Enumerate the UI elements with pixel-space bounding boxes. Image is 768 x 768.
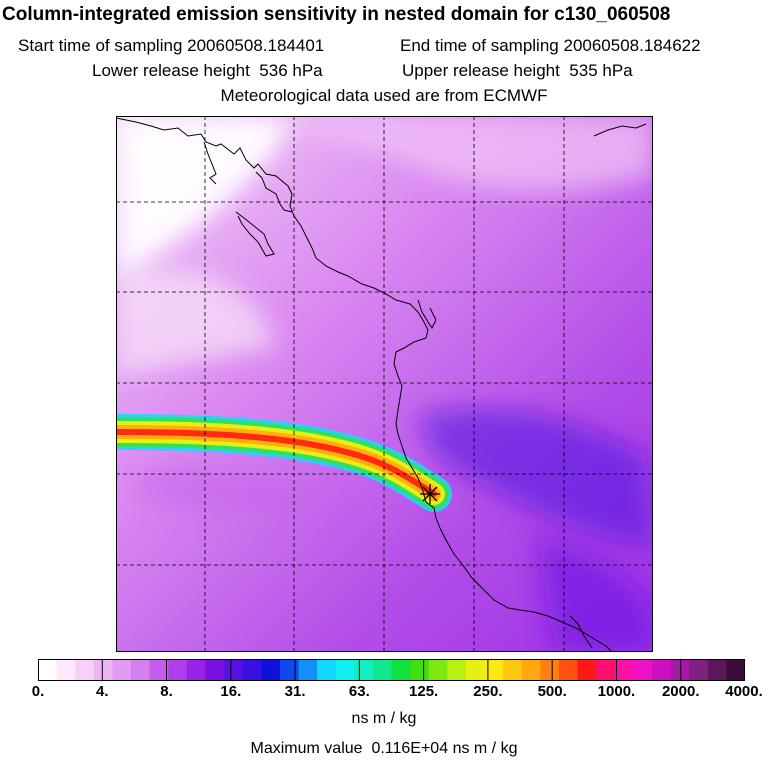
- colorbar-cell: [149, 659, 169, 681]
- colorbar-tick-label: 500.: [537, 683, 567, 700]
- sensitivity-map: [116, 116, 653, 652]
- colorbar-cell: [93, 659, 113, 681]
- colorbar-units: ns m / kg: [351, 710, 417, 727]
- colorbar-tick-label: 63.: [348, 683, 370, 700]
- colorbar-cell: [56, 659, 76, 681]
- graticule: [116, 116, 653, 652]
- colorbar-tick-label: 250.: [473, 683, 503, 700]
- colorbar-cell: [279, 659, 299, 681]
- colorbar-tick-label: 125.: [409, 683, 439, 700]
- colorbar-cell: [614, 659, 634, 681]
- colorbar-cell: [651, 659, 672, 681]
- colorbar-tick-label: 4.: [96, 683, 109, 700]
- plot-title: Column-integrated emission sensitivity i…: [2, 4, 671, 25]
- colorbar-cell: [726, 659, 745, 681]
- coastline: [116, 117, 647, 652]
- colorbar-cell: [391, 659, 411, 681]
- colorbar-cell: [186, 659, 206, 681]
- colorbar-cell: [112, 659, 132, 681]
- met-data-line: Meteorological data used are from ECMWF: [220, 86, 548, 105]
- colorbar-cell: [577, 659, 597, 681]
- colorbar-cell: [521, 659, 541, 681]
- colorbar-tick-label: 31.: [284, 683, 306, 700]
- colorbar: [38, 659, 745, 681]
- colorbar-cell: [261, 659, 281, 681]
- start-time: Start time of sampling 20060508.184401: [18, 36, 325, 55]
- colorbar-cell: [428, 659, 448, 681]
- receptor-marker: [420, 484, 440, 504]
- colorbar-tick-label: 4000.: [725, 683, 763, 700]
- colorbar-cell: [224, 659, 244, 681]
- colorbar-cell: [503, 659, 523, 681]
- colorbar-cell: [484, 659, 504, 681]
- colorbar-cell: [75, 659, 95, 681]
- colorbar-tick-label: 2000.: [661, 683, 700, 700]
- colorbar-cell: [410, 659, 430, 681]
- colorbar-cell: [38, 659, 58, 681]
- colorbar-cell: [131, 659, 151, 681]
- colorbar-cell: [317, 659, 337, 681]
- colorbar-cell: [242, 659, 262, 681]
- colorbar-tick-label: 0.: [31, 683, 45, 700]
- colorbar-cell: [335, 659, 355, 681]
- maximum-value: Maximum value 0.116E+04 ns m / kg: [250, 740, 518, 757]
- colorbar-cell: [465, 659, 486, 681]
- colorbar-cell: [633, 659, 653, 681]
- colorbar-cell: [372, 659, 392, 681]
- lower-release-height: Lower release height 536 hPa: [92, 61, 323, 80]
- emission-plume: [116, 414, 452, 512]
- colorbar-tick-label: 1000.: [597, 683, 636, 700]
- colorbar-cell: [707, 659, 727, 681]
- colorbar-tick-label: 8.: [160, 683, 173, 700]
- colorbar-cell: [168, 659, 188, 681]
- colorbar-cell: [670, 659, 690, 681]
- colorbar-cell: [298, 659, 318, 681]
- colorbar-cell: [354, 659, 374, 681]
- map-frame: [116, 116, 653, 652]
- colorbar-cell: [540, 659, 560, 681]
- colorbar-tick-label: 16.: [220, 683, 242, 700]
- end-time: End time of sampling 20060508.184622: [400, 36, 701, 55]
- colorbar-cell: [205, 659, 225, 681]
- colorbar-cell: [558, 659, 579, 681]
- colorbar-cell: [689, 659, 709, 681]
- colorbar-cell: [447, 659, 467, 681]
- colorbar-cell: [596, 659, 616, 681]
- upper-release-height: Upper release height 535 hPa: [402, 61, 633, 80]
